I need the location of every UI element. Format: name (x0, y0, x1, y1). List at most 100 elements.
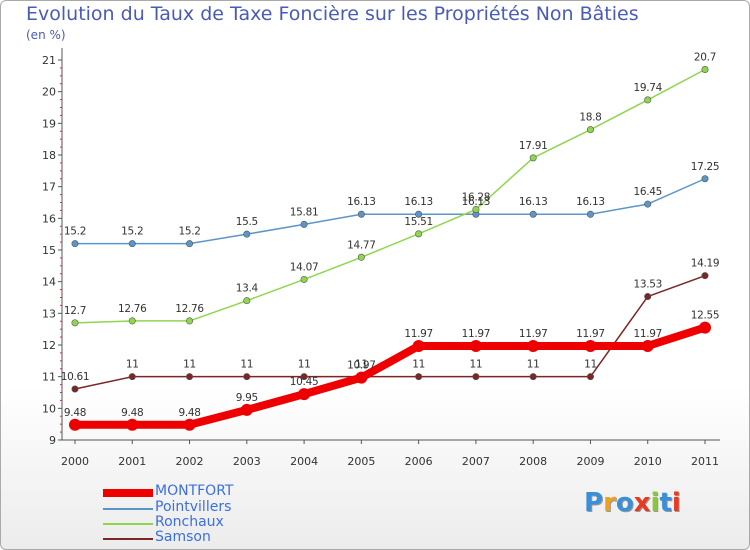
data-label-montfort: 11.97 (404, 328, 433, 340)
data-point-ronchaux (472, 205, 480, 213)
data-point-samson (701, 272, 709, 280)
data-label-pointvillers: 16.13 (519, 196, 548, 208)
data-label-montfort: 11.97 (462, 328, 491, 340)
y-tick-label: 18 (42, 149, 56, 162)
data-label-montfort: 12.55 (691, 310, 720, 322)
logo-letter: t (659, 488, 672, 518)
data-point-montfort (469, 339, 482, 352)
y-tick-label: 10 (42, 402, 56, 415)
data-label-ronchaux: 20.7 (694, 52, 716, 64)
data-point-samson (186, 373, 194, 381)
data-point-ronchaux (701, 66, 709, 74)
data-point-ronchaux (415, 230, 423, 238)
x-tick-label: 2009 (576, 455, 604, 468)
data-point-samson (300, 373, 308, 381)
data-point-ronchaux (243, 297, 251, 305)
data-label-samson: 11 (527, 359, 540, 371)
data-point-pointvillers (300, 220, 308, 228)
data-label-montfort: 10.97 (347, 360, 376, 372)
data-point-pointvillers (529, 210, 537, 218)
data-point-pointvillers (586, 210, 594, 218)
data-point-montfort (412, 339, 425, 352)
data-point-pointvillers (415, 210, 423, 218)
data-point-ronchaux (644, 96, 652, 104)
data-label-samson: 11 (584, 359, 597, 371)
series-line-montfort (71, 323, 709, 429)
x-tick-label: 2007 (462, 455, 490, 468)
x-tick-label: 2006 (405, 455, 433, 468)
y-tick-label: 16 (42, 212, 56, 225)
data-point-montfort (126, 418, 139, 431)
x-tick-label: 2005 (347, 455, 375, 468)
legend-swatch (103, 508, 153, 510)
data-point-samson (529, 373, 537, 381)
data-label-ronchaux: 12.76 (118, 303, 147, 315)
data-label-samson: 11 (298, 359, 311, 371)
x-tick-label: 2011 (691, 455, 719, 468)
data-label-ronchaux: 16.28 (462, 191, 491, 203)
data-label-ronchaux: 13.4 (236, 283, 259, 295)
data-label-samson: 14.19 (691, 258, 720, 270)
data-label-pointvillers: 15.2 (121, 226, 143, 238)
y-tick-label: 13 (42, 307, 56, 320)
y-tick-label: 9 (49, 434, 56, 447)
data-point-montfort (699, 321, 711, 334)
data-point-ronchaux (357, 253, 365, 261)
data-label-samson: 11 (240, 359, 253, 371)
data-label-montfort: 11.97 (519, 328, 548, 340)
data-point-samson (71, 385, 79, 393)
y-tick-label: 17 (42, 181, 56, 194)
y-tick-label: 19 (42, 117, 56, 130)
y-tick-label: 11 (42, 371, 56, 384)
data-label-montfort: 11.97 (633, 328, 662, 340)
data-point-ronchaux (71, 319, 79, 327)
legend-label: Pointvillers (155, 499, 232, 515)
data-point-samson (128, 373, 136, 381)
data-point-ronchaux (300, 275, 308, 283)
data-point-montfort (355, 371, 368, 384)
data-label-ronchaux: 15.51 (404, 216, 433, 228)
data-point-ronchaux (128, 317, 136, 325)
data-point-pointvillers (701, 175, 709, 183)
x-tick-label: 2002 (176, 455, 204, 468)
data-label-montfort: 9.48 (64, 407, 86, 419)
data-label-pointvillers: 15.5 (236, 216, 258, 228)
data-point-pointvillers (644, 200, 652, 208)
unit-label: (en %) (26, 28, 66, 42)
data-point-samson (472, 373, 480, 381)
y-tick-label: 12 (42, 339, 56, 352)
legend-label: Ronchaux (155, 514, 224, 530)
logo-letter: r (603, 488, 616, 518)
data-label-montfort: 11.97 (576, 328, 605, 340)
data-point-pointvillers (128, 240, 136, 248)
data-point-montfort (527, 339, 540, 352)
data-label-montfort: 9.48 (178, 407, 200, 419)
series-line-ronchaux (74, 68, 706, 324)
proxiti-logo: Proxiti (584, 488, 681, 518)
legend-label: Samson (155, 529, 211, 545)
data-point-montfort (183, 418, 196, 431)
data-point-pointvillers (71, 240, 79, 248)
data-label-ronchaux: 19.74 (633, 82, 662, 94)
data-label-pointvillers: 15.2 (64, 226, 86, 238)
data-point-ronchaux (529, 154, 537, 162)
data-label-pointvillers: 16.13 (404, 196, 433, 208)
logo-letter: P (584, 488, 604, 518)
data-point-ronchaux (586, 126, 594, 134)
data-label-ronchaux: 12.7 (64, 305, 86, 317)
data-label-ronchaux: 14.77 (347, 239, 376, 251)
x-tick-label: 2004 (290, 455, 318, 468)
data-point-montfort (240, 403, 253, 416)
data-point-montfort (641, 339, 654, 352)
data-point-pointvillers (186, 240, 194, 248)
legend-swatch (103, 489, 153, 497)
data-label-pointvillers: 15.81 (290, 206, 319, 218)
data-label-pointvillers: 17.25 (691, 161, 720, 173)
data-label-samson: 11 (183, 359, 196, 371)
series-line-samson (74, 274, 706, 390)
data-point-montfort (298, 388, 311, 401)
legend-label: MONTFORT (155, 483, 234, 499)
data-label-pointvillers: 16.13 (347, 196, 376, 208)
y-tick-label: 20 (42, 86, 56, 99)
data-label-ronchaux: 18.8 (579, 112, 601, 124)
